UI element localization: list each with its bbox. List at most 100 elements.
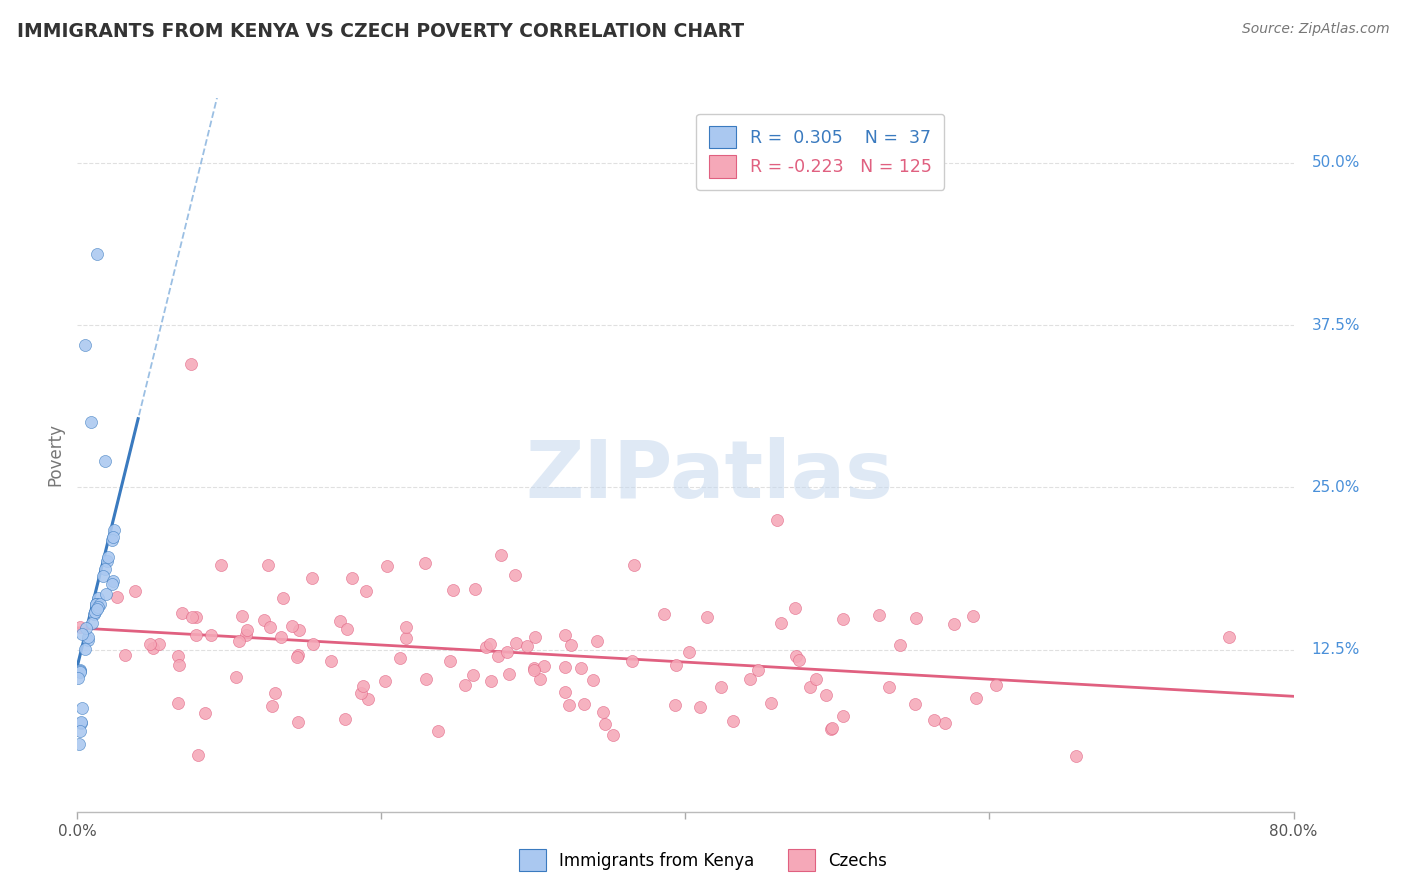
Point <box>554 628 576 642</box>
Point <box>747 663 769 677</box>
Point <box>389 651 412 665</box>
Point <box>352 679 374 693</box>
Point <box>582 673 605 688</box>
Point <box>67 671 90 685</box>
Point <box>354 584 377 599</box>
Point <box>689 700 711 714</box>
Point <box>374 674 396 689</box>
Text: 50.0%: 50.0% <box>1312 155 1360 170</box>
Point <box>86 597 108 611</box>
Point <box>329 614 352 628</box>
Point <box>271 591 294 605</box>
Text: 37.5%: 37.5% <box>1312 318 1360 333</box>
Point <box>903 697 925 711</box>
Point <box>665 657 688 672</box>
Point <box>602 728 624 742</box>
Point <box>621 654 644 668</box>
Point <box>172 606 194 620</box>
Point <box>101 533 124 548</box>
Point <box>77 630 100 644</box>
Point <box>181 610 204 624</box>
Point <box>879 681 901 695</box>
Point <box>461 668 484 682</box>
Point <box>105 591 128 605</box>
Point <box>486 648 509 663</box>
Point <box>831 709 853 723</box>
Point <box>710 680 733 694</box>
Point <box>89 597 111 611</box>
Point <box>1218 630 1240 644</box>
Point <box>799 680 821 694</box>
Point <box>889 638 911 652</box>
Point <box>868 607 890 622</box>
Point <box>83 607 105 621</box>
Point <box>523 661 546 675</box>
Point <box>586 634 609 648</box>
Point <box>922 713 945 727</box>
Point <box>375 559 398 574</box>
Point <box>350 686 373 700</box>
Point <box>498 666 520 681</box>
Point <box>572 697 595 711</box>
Point <box>905 611 928 625</box>
Point <box>336 622 359 636</box>
Point <box>554 660 576 674</box>
Point <box>934 715 956 730</box>
Point <box>569 661 592 675</box>
Point <box>69 665 91 679</box>
Point <box>186 628 208 642</box>
Point <box>228 633 250 648</box>
Text: Source: ZipAtlas.com: Source: ZipAtlas.com <box>1241 22 1389 37</box>
Point <box>72 700 94 714</box>
Point <box>529 672 551 686</box>
Point <box>264 686 287 700</box>
Point <box>696 610 718 624</box>
Point <box>804 672 827 686</box>
Point <box>335 713 357 727</box>
Point <box>260 698 283 713</box>
Point <box>200 628 222 642</box>
Point <box>83 605 105 619</box>
Point <box>783 601 806 615</box>
Point <box>554 685 576 699</box>
Point <box>441 582 464 597</box>
Point <box>69 663 91 677</box>
Point <box>427 723 450 738</box>
Point <box>253 614 276 628</box>
Point <box>523 663 546 677</box>
Point <box>75 621 97 635</box>
Point <box>592 705 614 719</box>
Point <box>167 648 190 663</box>
Point <box>787 653 810 667</box>
Point <box>80 615 103 630</box>
Point <box>965 691 987 706</box>
Point <box>72 627 94 641</box>
Point <box>832 612 855 626</box>
Point <box>148 637 170 651</box>
Point <box>475 640 498 654</box>
Point <box>453 678 475 692</box>
Point <box>943 617 966 632</box>
Point <box>516 639 538 653</box>
Point <box>180 357 202 371</box>
Point <box>86 602 108 616</box>
Text: 12.5%: 12.5% <box>1312 642 1360 657</box>
Point <box>721 714 744 728</box>
Point <box>664 698 686 713</box>
Point <box>103 574 125 589</box>
Point <box>523 630 546 644</box>
Point <box>94 562 117 576</box>
Point <box>194 706 217 720</box>
Point <box>259 620 281 634</box>
Point <box>503 568 526 582</box>
Point <box>287 715 309 730</box>
Point <box>623 558 645 572</box>
Text: IMMIGRANTS FROM KENYA VS CZECH POVERTY CORRELATION CHART: IMMIGRANTS FROM KENYA VS CZECH POVERTY C… <box>17 22 744 41</box>
Point <box>124 584 146 599</box>
Point <box>86 247 108 261</box>
Point <box>231 608 253 623</box>
Point <box>69 664 91 678</box>
Point <box>96 553 118 567</box>
Point <box>167 657 190 672</box>
Point <box>281 619 304 633</box>
